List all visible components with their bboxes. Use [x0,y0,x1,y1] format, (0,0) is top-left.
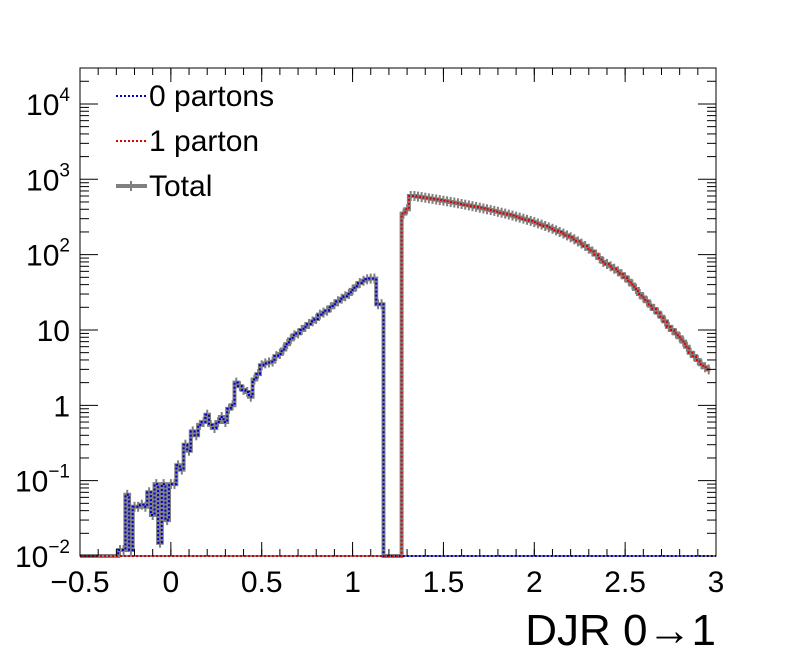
y-tick-label: 102 [26,236,70,273]
histogram-layer [80,191,716,558]
y-tick-label: 10−2 [15,537,70,574]
plot-frame [79,67,717,557]
series-line-0-partons [80,277,716,557]
x-tick-label: 1 [344,566,361,599]
legend-label: Total [149,170,212,203]
y-tick-label: 1 [53,390,70,423]
x-tick-label: 2 [526,566,543,599]
x-tick-label: 1.5 [423,566,465,599]
legend: 0 partons 1 parton Total [116,80,274,203]
legend-label: 0 partons [149,80,274,113]
axes: −0.5 0 0.5 1 1.5 2 2.5 3 10−2 10−1 1 10 102 103 104 [15,67,725,599]
y-tick-label: 103 [26,160,70,197]
series-line-1-parton [80,195,711,557]
x-tick-label: 3 [708,566,725,599]
y-tick-label: 10 [37,315,70,348]
x-tick-label: −0.5 [50,566,109,599]
x-tick-label: 2.5 [604,566,646,599]
y-tick-label: 10−1 [15,462,70,499]
legend-label: 1 parton [149,125,259,158]
x-tick-label: 0 [163,566,180,599]
x-axis-title: DJR 0→1 [525,606,716,655]
x-tick-label: 0.5 [241,566,283,599]
y-tick-label: 104 [26,85,70,122]
